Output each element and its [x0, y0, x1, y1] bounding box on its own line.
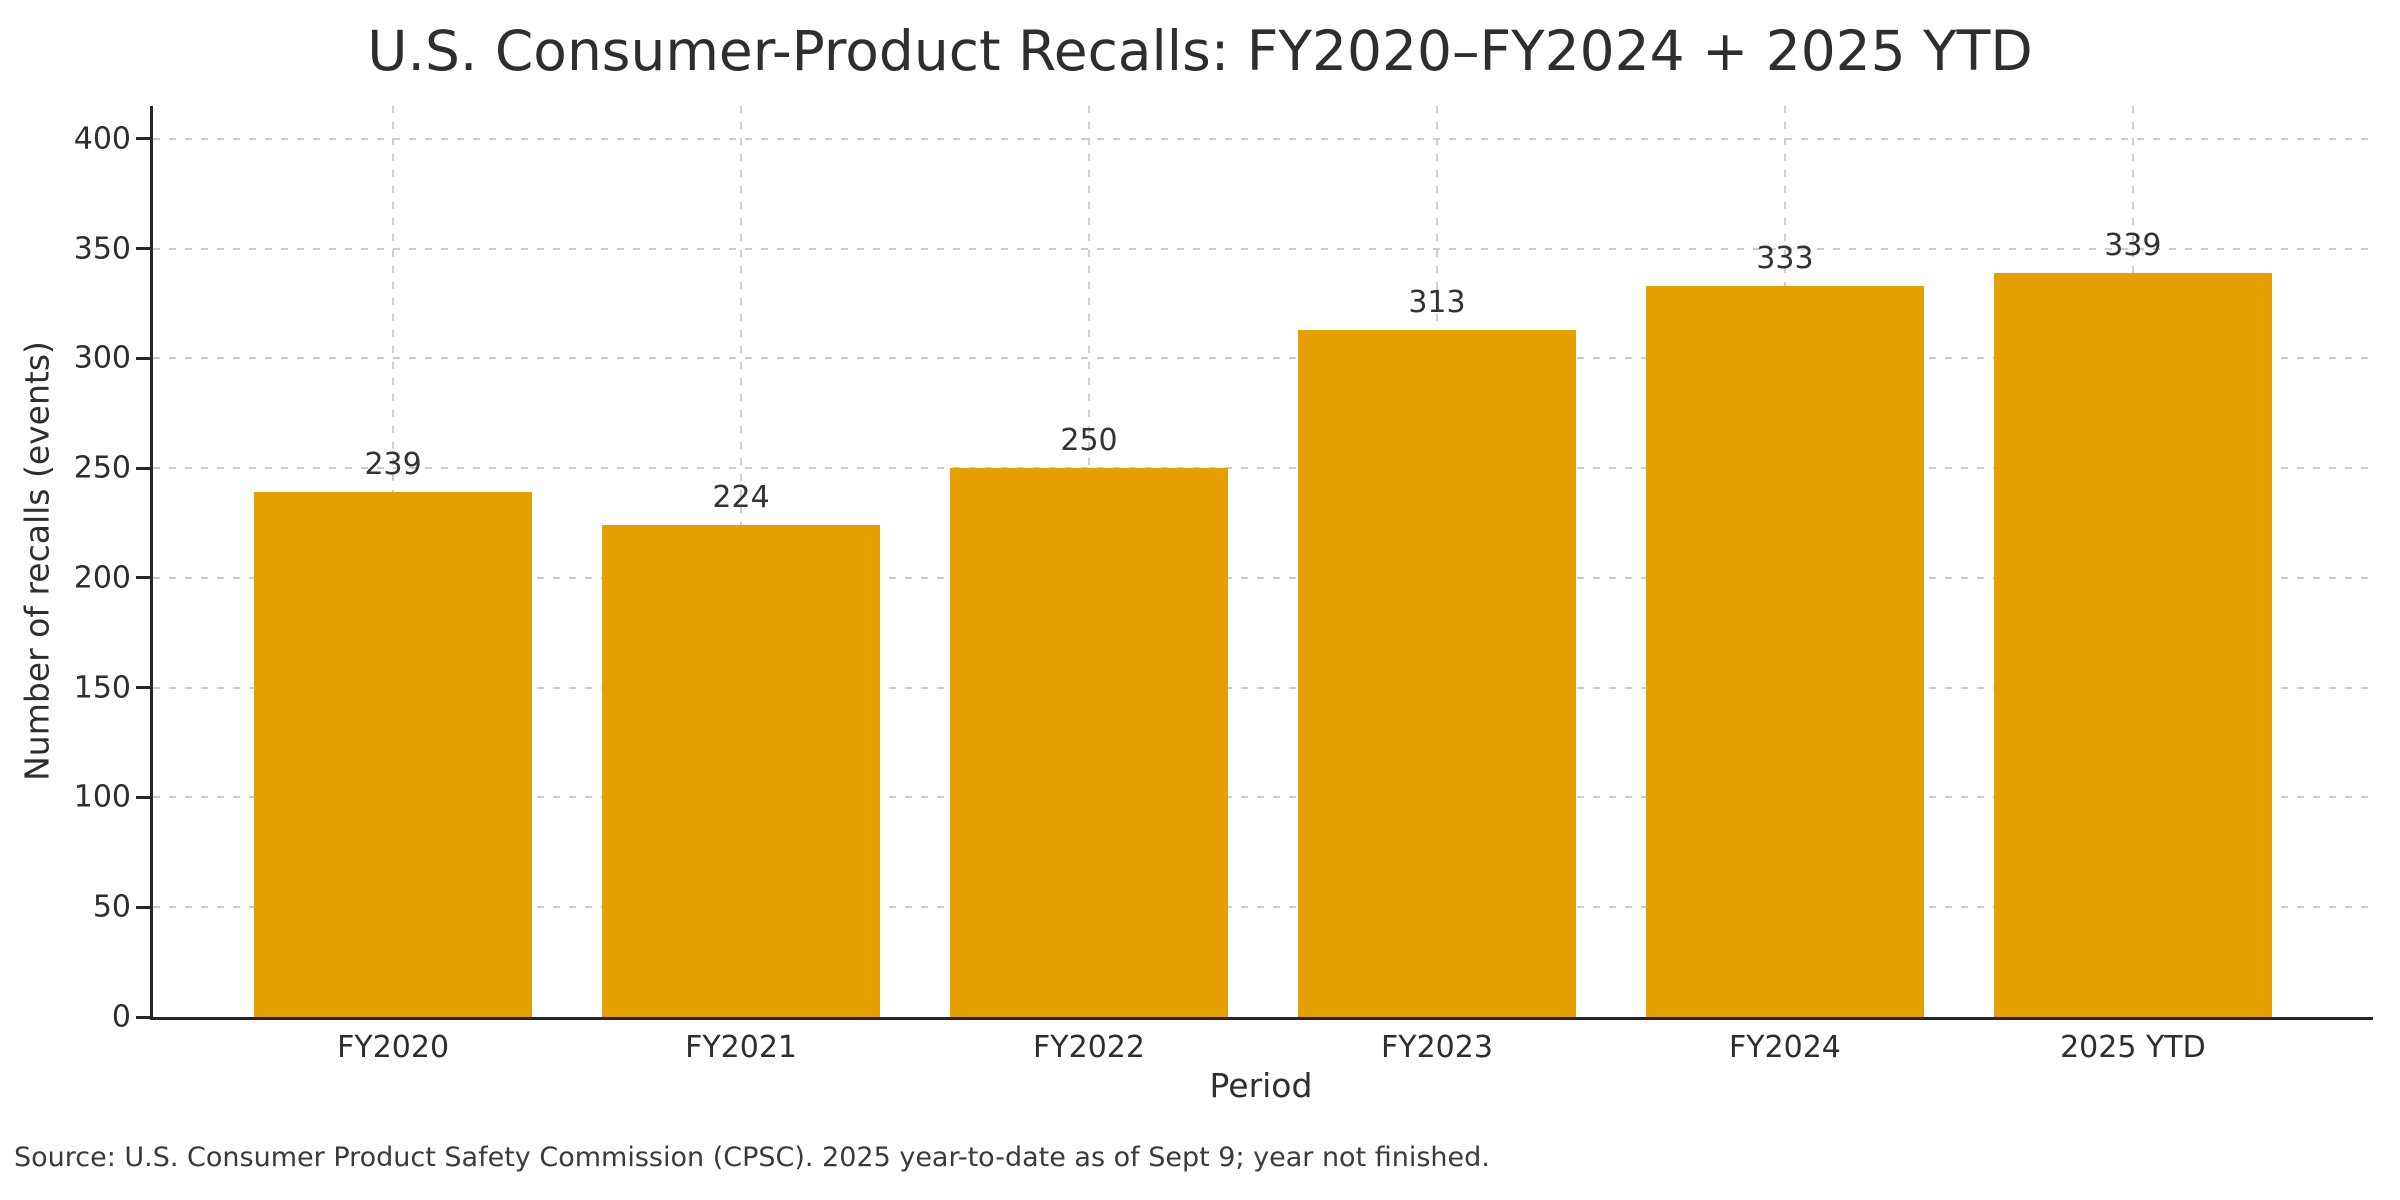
y-tick-label-50: 50: [92, 889, 131, 925]
y-tick-label-200: 200: [73, 560, 131, 596]
bar-FY2022: [949, 468, 1229, 1017]
bar-value-label-2025 YTD: 339: [2104, 227, 2162, 263]
x-tick-label-FY2022: FY2022: [1033, 1030, 1145, 1065]
bar-2025 YTD: [1993, 272, 2273, 1017]
x-tick-label-FY2021: FY2021: [685, 1030, 798, 1065]
x-tick-label-FY2020: FY2020: [337, 1030, 450, 1065]
y-tick-mark-100: [136, 795, 150, 799]
source-note: Source: U.S. Consumer Product Safety Com…: [14, 1142, 1490, 1173]
bar-FY2020: [253, 492, 533, 1017]
bar-value-label-FY2022: 250: [1060, 423, 1118, 459]
y-tick-label-300: 300: [73, 340, 131, 376]
chart-title: U.S. Consumer-Product Recalls: FY2020–FY…: [367, 19, 2033, 83]
bar-value-label-FY2020: 239: [364, 447, 422, 483]
x-tick-label-2025 YTD: 2025 YTD: [2060, 1030, 2206, 1065]
plot-area: 0 50 100 150 200 250 300 350 400 239 FY2020 224 FY20…: [74, 106, 2373, 1065]
h-gridline-250: [153, 467, 2373, 470]
y-tick-mark-200: [136, 576, 150, 580]
y-tick-mark-0: [136, 1015, 150, 1019]
h-gridline-200: [153, 576, 2373, 579]
h-gridline-150: [153, 686, 2373, 689]
y-tick-mark-250: [136, 466, 150, 470]
y-tick-mark-400: [136, 137, 150, 141]
bar-value-label-FY2023: 313: [1408, 284, 1466, 320]
h-gridline-50: [153, 906, 2373, 909]
y-tick-label-400: 400: [73, 121, 131, 157]
bar-FY2023: [1297, 329, 1577, 1017]
x-tick-label-FY2024: FY2024: [1728, 1030, 1841, 1065]
y-tick-label-150: 150: [73, 670, 131, 706]
y-tick-mark-150: [136, 686, 150, 690]
h-gridline-350: [153, 247, 2373, 250]
x-tick-label-FY2023: FY2023: [1381, 1030, 1493, 1065]
h-gridline-400: [153, 137, 2373, 140]
y-tick-mark-300: [136, 356, 150, 360]
h-gridline-300: [153, 357, 2373, 360]
y-axis-label: Number of recalls (events): [17, 341, 57, 781]
bar-value-label-FY2021: 224: [712, 480, 770, 516]
y-tick-label-250: 250: [73, 450, 131, 486]
bar-value-label-FY2024: 333: [1756, 241, 1814, 277]
y-tick-label-0: 0: [111, 999, 131, 1035]
x-axis-label: Period: [1209, 1066, 1313, 1105]
h-gridline-100: [153, 796, 2373, 799]
y-tick-label-350: 350: [73, 231, 131, 267]
bar-FY2021: [601, 525, 881, 1017]
y-tick-mark-350: [136, 247, 150, 251]
y-tick-label-100: 100: [73, 779, 131, 815]
bar-FY2024: [1645, 286, 1925, 1017]
y-tick-mark-50: [136, 905, 150, 909]
